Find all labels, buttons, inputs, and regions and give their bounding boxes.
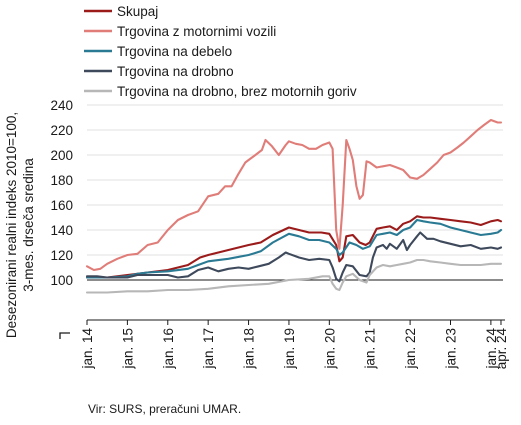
legend-label: Skupaj <box>117 4 158 19</box>
x-tick-label: jan. 18 <box>242 328 257 370</box>
y-tick-label: 200 <box>50 148 73 163</box>
y-axis-label-line: 3-mes. drseča sredina <box>21 158 36 292</box>
x-tick-label: jan. 19 <box>282 328 297 370</box>
y-tick-label: 120 <box>50 248 73 263</box>
x-tick-label: jan. 22 <box>403 328 418 370</box>
series-line <box>85 258 503 294</box>
y-tick-label: 180 <box>50 173 73 188</box>
y-axis-label-line: Desezonirani realni indeks 2010=100, <box>4 112 19 338</box>
x-tick-label: jan. 24 <box>484 328 499 370</box>
series-line <box>85 231 503 283</box>
y-tick-label: 160 <box>50 198 73 213</box>
x-tick-label: jan. 14 <box>80 328 95 370</box>
x-tick-label: jan. 21 <box>363 328 378 370</box>
y-tick-label: 240 <box>50 98 73 113</box>
source-note: Vir: SURS, preračuni UMAR. <box>88 402 241 416</box>
series-line <box>85 218 503 279</box>
plot-area <box>85 118 503 294</box>
y-tick-label: 220 <box>50 123 73 138</box>
x-axis: jan. 14 jan. 15 jan. 16 jan. 17 jan. 18 jan. … <box>80 319 509 370</box>
legend-label: Trgovina na drobno, brez motornih goriv <box>117 84 357 99</box>
x-tick-label: jan. 17 <box>201 328 216 370</box>
x-tick-label: jan. 16 <box>161 328 176 370</box>
series-line <box>85 118 503 272</box>
x-tick-label: jan. 23 <box>443 328 458 370</box>
series-line <box>85 215 503 279</box>
y-tick-label: 100 <box>50 273 73 288</box>
x-tick-label: apr. 24 <box>494 328 509 370</box>
axis-break-marker <box>59 332 70 339</box>
y-tick-label: 140 <box>50 223 73 238</box>
legend-label: Trgovina na drobno <box>117 64 234 79</box>
x-tick-label: jan. 20 <box>322 328 337 370</box>
legend: Skupaj Trgovina z motornimi vozili Trgovin… <box>84 4 357 99</box>
gridlines <box>87 104 503 281</box>
x-tick-label: jan. 15 <box>120 328 135 370</box>
legend-label: Trgovina z motornimi vozili <box>117 24 276 39</box>
y-axis-label: Desezonirani realni indeks 2010=100, 3-me… <box>4 112 36 338</box>
legend-label: Trgovina na debelo <box>117 44 232 59</box>
y-axis-ticks: 100 120 140 160 180 200 220 240 <box>50 98 73 339</box>
